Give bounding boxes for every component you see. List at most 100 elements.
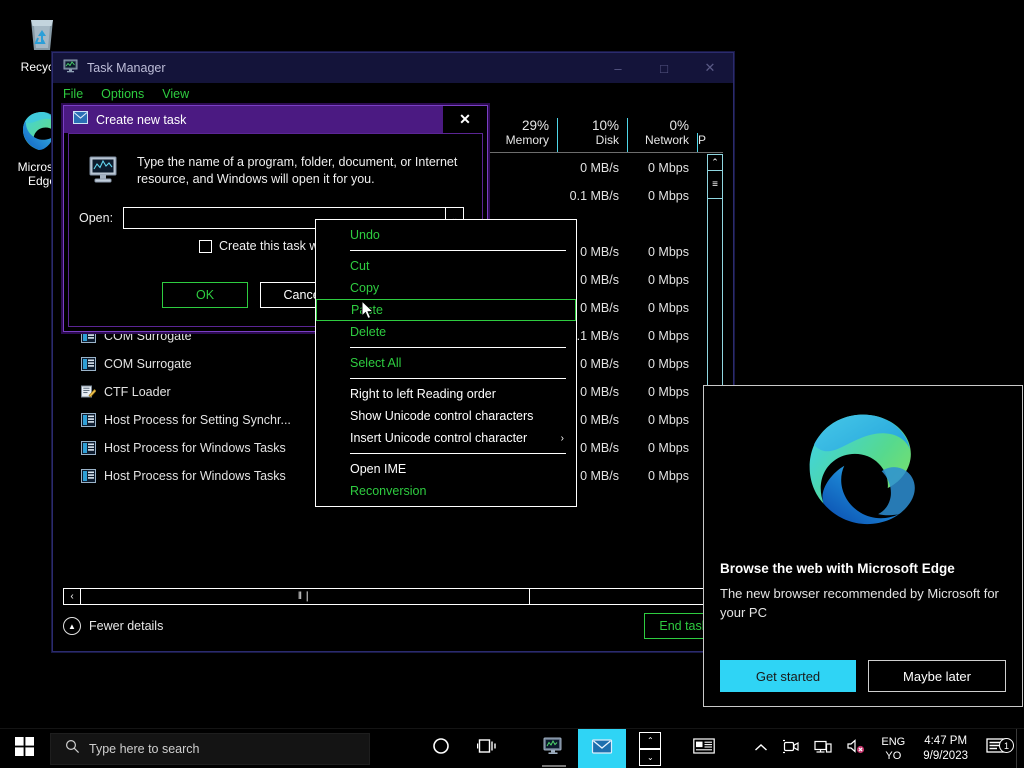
column-header-memory[interactable]: 29% Memory — [487, 118, 557, 152]
language-indicator[interactable]: ENG YO — [873, 735, 913, 763]
edge-icon — [18, 108, 66, 156]
context-menu-item-delete[interactable]: Delete — [316, 321, 576, 343]
scroll-up-arrow-icon[interactable]: ⌃ — [708, 155, 722, 171]
column-header-power[interactable]: P — [697, 133, 721, 152]
create-task-close-button[interactable]: ✕ — [443, 106, 487, 133]
meet-now-icon — [782, 739, 800, 759]
create-task-titlebar[interactable]: Create new task ✕ — [64, 106, 487, 133]
get-started-button[interactable]: Get started — [720, 660, 856, 692]
search-placeholder: Type here to search — [89, 741, 200, 756]
desktop-icon-label-line2: Edge — [27, 174, 57, 188]
create-task-icon — [590, 736, 614, 761]
action-center-button[interactable]: 1 — [978, 737, 1016, 760]
context-menu-item-reconversion[interactable]: Reconversion — [316, 480, 576, 502]
task-manager-title: Task Manager — [87, 61, 166, 75]
create-task-description-row: Type the name of a program, folder, docu… — [69, 134, 482, 191]
context-menu-item-label: Copy — [350, 281, 380, 295]
taskbar-app-task-manager[interactable] — [530, 729, 578, 768]
process-name-cell[interactable]: CTF Loader — [63, 385, 417, 399]
process-network-cell: 0 Mbps — [648, 413, 689, 427]
show-hidden-icons-button[interactable] — [747, 729, 775, 768]
close-button[interactable]: ✕ — [704, 60, 716, 75]
taskbar-scroll-buttons[interactable]: ⌃ ⌄ — [639, 731, 662, 766]
context-menu-item-insert-unicode-control-character[interactable]: Insert Unicode control character › — [316, 427, 576, 449]
edit-context-menu[interactable]: Undo Cut Copy Paste Delete Select All Right to… — [315, 219, 577, 507]
edge-logo-wrapper — [704, 386, 1022, 561]
table-row[interactable]: 0 MB/s 0 Mbps — [63, 154, 707, 182]
minimize-button[interactable]: – — [614, 60, 622, 76]
windows-start-icon — [14, 736, 34, 761]
context-menu-item-show-unicode-control-characters[interactable]: Show Unicode control characters — [316, 405, 576, 427]
process-network-cell: 0 Mbps — [648, 189, 689, 203]
fewer-details-button[interactable]: ▲ Fewer details — [63, 617, 163, 635]
menu-view[interactable]: View — [162, 87, 190, 101]
create-task-icon — [73, 110, 88, 129]
taskbar-app-create-new-task[interactable] — [578, 728, 626, 768]
task-manager-titlebar[interactable]: Task Manager – □ ✕ — [53, 53, 733, 83]
maybe-later-button[interactable]: Maybe later — [868, 660, 1006, 692]
taskbar-search-box[interactable]: Type here to search — [50, 732, 370, 765]
task-manager-menubar[interactable]: File Options View — [53, 83, 733, 105]
process-name-cell[interactable]: COM Surrogate — [63, 329, 417, 343]
start-button[interactable] — [0, 729, 48, 768]
scroll-left-arrow-icon[interactable]: ‹ — [70, 591, 74, 602]
taskbar-scroll-up-icon[interactable]: ⌃ — [639, 731, 662, 749]
taskbar[interactable]: Type here to search — [0, 728, 1024, 768]
process-name-cell[interactable]: Host Process for Windows Tasks — [63, 469, 417, 483]
table-row[interactable]: COM Surrogate 0.1 MB/s 0 Mbps — [63, 322, 707, 350]
maximize-button[interactable]: □ — [660, 60, 668, 76]
context-menu-item-open-ime[interactable]: Open IME — [316, 458, 576, 480]
context-menu-item-label: Reconversion — [350, 484, 427, 498]
context-menu-item-paste[interactable]: Paste — [316, 299, 576, 321]
network-button[interactable] — [807, 729, 839, 768]
submenu-arrow-icon: › — [560, 432, 564, 444]
process-name-cell[interactable]: COM Surrogate — [63, 357, 417, 371]
column-power-label: P — [698, 133, 707, 147]
recycle-bin-icon — [18, 8, 66, 56]
meet-now-button[interactable] — [775, 729, 807, 768]
table-row[interactable]: 0.1 MB/s 0 Mbps — [63, 182, 707, 210]
search-icon — [65, 739, 80, 759]
system-tray[interactable]: ⌃ ⌄ — [639, 728, 1024, 768]
process-disk-cell: 0 MB/s — [580, 385, 619, 399]
show-desktop-button[interactable] — [1016, 728, 1024, 768]
context-menu-item-label: Show Unicode control characters — [350, 409, 534, 423]
cortana-button[interactable] — [418, 729, 464, 768]
process-name-cell[interactable]: Host Process for Setting Synchr... — [63, 413, 417, 427]
context-menu-item-select-all[interactable]: Select All — [316, 352, 576, 374]
process-disk-cell: 0 MB/s — [580, 245, 619, 259]
process-icon — [81, 357, 96, 371]
taskbar-scroll-down-icon[interactable]: ⌄ — [639, 748, 662, 766]
clock[interactable]: 4:47 PM 9/9/2023 — [913, 734, 978, 764]
process-disk-cell: 0.1 MB/s — [569, 329, 619, 343]
show-hidden-icons-chevron-icon — [754, 740, 768, 758]
context-menu-item-right-to-left-reading-order[interactable]: Right to left Reading order — [316, 383, 576, 405]
news-and-interests-button[interactable] — [661, 729, 747, 768]
table-row[interactable]: COM Surrogate 0 MB/s 0 Mbps — [63, 350, 707, 378]
menu-options[interactable]: Options — [101, 87, 145, 101]
context-menu-item-undo[interactable]: Undo — [316, 224, 576, 246]
ok-button[interactable]: OK — [162, 282, 248, 308]
column-header-disk[interactable]: 10% Disk — [557, 118, 627, 152]
process-disk-cell: 0 MB/s — [580, 357, 619, 371]
process-list-horizontal-scrollbar[interactable]: ‹ ‖❘ › — [63, 588, 723, 605]
table-row[interactable]: 0 MB/s 0 Mbps — [63, 238, 707, 266]
task-view-button[interactable] — [464, 729, 510, 768]
context-menu-item-cut[interactable]: Cut — [316, 255, 576, 277]
process-icon — [81, 469, 96, 483]
hscroll-thumb[interactable]: ‖❘ — [81, 589, 531, 604]
chevron-down-icon[interactable]: ⌄ — [445, 208, 463, 228]
edge-popup-heading: Browse the web with Microsoft Edge — [720, 561, 955, 576]
edge-promo-popup[interactable]: Browse the web with Microsoft Edge The n… — [703, 385, 1023, 707]
process-name-cell[interactable]: Host Process for Windows Tasks — [63, 441, 417, 455]
column-network-pct: 0% — [669, 118, 689, 133]
admin-privileges-checkbox[interactable] — [199, 239, 212, 253]
hscroll-track[interactable]: ‖❘ — [80, 589, 706, 604]
scrollbar-thumb[interactable]: ≡ — [708, 171, 722, 199]
context-menu-item-copy[interactable]: Copy — [316, 277, 576, 299]
volume-button[interactable] — [839, 729, 873, 768]
open-label: Open: — [79, 211, 114, 225]
column-header-network[interactable]: 0% Network — [627, 118, 697, 152]
menu-file[interactable]: File — [63, 87, 84, 101]
table-row[interactable]: CTF Loader 0 MB/s 0 Mbps — [63, 378, 707, 406]
